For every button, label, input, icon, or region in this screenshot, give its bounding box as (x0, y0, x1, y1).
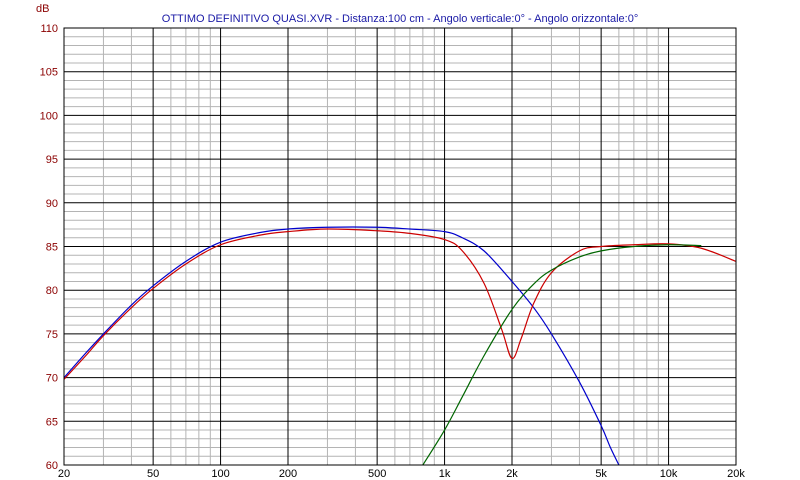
x-tick-label: 100 (211, 468, 229, 480)
y-tick-labels: 60 65 70 75 80 85 90 95 100 105 110 (40, 23, 58, 472)
y-tick-label: 95 (46, 154, 58, 166)
series-line-2 (64, 228, 736, 380)
y-tick-label: 80 (46, 285, 58, 297)
series-line-3 (422, 244, 702, 465)
x-tick-label: 10k (660, 468, 678, 480)
x-tick-label: 500 (368, 468, 386, 480)
y-tick-label: 65 (46, 416, 58, 428)
x-tick-label: 50 (147, 468, 159, 480)
y-tick-label: 90 (46, 198, 58, 210)
minor-gridlines (64, 28, 736, 465)
chart-title: OTTIMO DEFINITIVO QUASI.XVR - Distanza:1… (162, 13, 638, 25)
y-tick-label: 100 (40, 110, 58, 122)
response-curves (64, 226, 736, 465)
y-tick-label: 75 (46, 329, 58, 341)
x-tick-label: 200 (279, 468, 297, 480)
y-tick-label: 85 (46, 242, 58, 254)
series-line-1 (64, 226, 620, 465)
y-tick-label: 70 (46, 373, 58, 385)
x-tick-label: 20k (727, 468, 745, 480)
x-tick-label: 1k (439, 468, 451, 480)
x-tick-labels: 20 50 100 200 500 1k 2k 5k 10k 20k (58, 468, 745, 480)
x-tick-label: 2k (506, 468, 518, 480)
y-tick-label: 110 (40, 23, 58, 35)
y-tick-label: 60 (46, 460, 58, 472)
x-tick-label: 5k (595, 468, 607, 480)
y-axis-unit-label: dB (36, 3, 49, 15)
y-tick-label: 105 (40, 67, 58, 79)
x-tick-label: 20 (58, 468, 70, 480)
plot-frame (63, 27, 737, 466)
